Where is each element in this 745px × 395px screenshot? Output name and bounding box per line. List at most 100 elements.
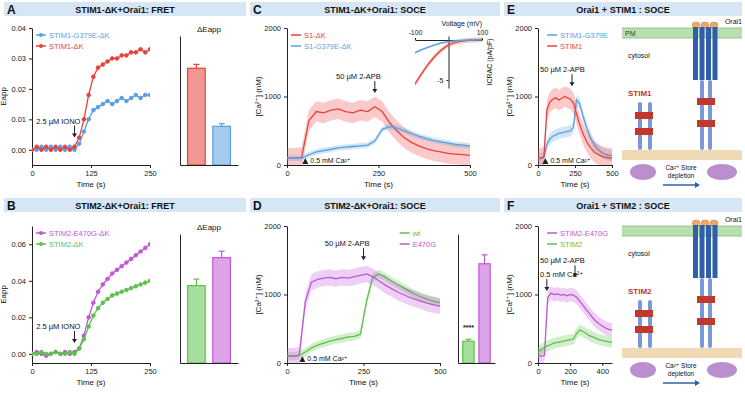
x-tick-label: 200 [564, 367, 577, 376]
annotation-arrowhead [372, 89, 377, 93]
series-line [32, 95, 150, 150]
stim-coil [700, 80, 704, 150]
x-tick: 500 [464, 165, 477, 178]
annotation-arrowhead [544, 287, 549, 291]
x-tick-label: 100 [477, 29, 489, 36]
data-point [143, 93, 147, 97]
x-tick: 125 [85, 165, 98, 178]
x-tick-label: 250 [144, 367, 157, 376]
series-line [32, 49, 150, 149]
y-tick: 0.02 [11, 313, 32, 322]
data-point [106, 99, 110, 103]
error-band [415, 37, 482, 86]
y-tick-mark [29, 119, 32, 120]
error-bar-cap [482, 254, 488, 255]
x-tick-label: 125 [85, 169, 98, 178]
annotation-marker [299, 356, 305, 362]
data-point [59, 352, 63, 356]
membrane-edge [622, 28, 742, 29]
x-axis: 0250500 [536, 165, 618, 178]
panel-letter: E [507, 3, 515, 17]
data-point [77, 347, 81, 351]
data-point [115, 268, 119, 272]
plot-area [538, 286, 612, 363]
legend-swatch [547, 45, 557, 47]
x-axis-title: Voltage (mV) [442, 20, 482, 28]
arrow-label: depletion [668, 172, 695, 180]
data-point [101, 63, 105, 67]
data-point [129, 286, 133, 290]
er-luminal-domain [630, 164, 656, 180]
y-tick-label: 2000 [515, 222, 532, 231]
x-tick-label: 0 [30, 169, 34, 178]
annotation-arrowhead [72, 339, 77, 343]
x-tick-label: 0 [285, 169, 289, 178]
stim-coil [708, 278, 712, 348]
legend-label: STIM2-ΔK [49, 240, 84, 249]
er-luminal-domain [630, 362, 656, 378]
y-tick-mark [29, 150, 32, 151]
legend-swatch [400, 232, 410, 234]
arrow-label: Ca²⁺ Store [665, 362, 697, 369]
error-bar-cap [465, 339, 471, 340]
data-point [115, 99, 119, 103]
error-band [287, 266, 440, 363]
data-point [92, 108, 96, 112]
data-point [63, 352, 67, 356]
membrane-edge [622, 236, 742, 237]
data-point [59, 352, 63, 356]
x-tick-label: 250 [358, 367, 371, 376]
series-line [287, 127, 470, 159]
x-tick: 0 [536, 363, 540, 376]
plot-area [32, 48, 150, 152]
x-tick: 250 [569, 165, 582, 178]
stim-coil [648, 102, 652, 150]
channel-label: Orai1 [725, 18, 742, 25]
y-tick-label: 0.01 [11, 115, 26, 124]
data-point [92, 314, 96, 318]
y-tick: 0.01 [11, 115, 32, 124]
data-point [134, 284, 138, 288]
y-axis-title: [Ca²⁺] (nM) [254, 76, 263, 117]
legend-swatch [291, 34, 301, 36]
y-tick: 1000 [515, 290, 538, 299]
annotation-arrowhead [570, 82, 575, 86]
error-band [538, 86, 612, 165]
data-point [106, 60, 110, 64]
channel-subunit [700, 225, 705, 278]
error-bar-cap [193, 64, 199, 65]
series-line [415, 40, 482, 84]
x-axis: 0125250 [30, 165, 156, 178]
annotation-arrow [546, 279, 547, 288]
x-tick-label: 125 [85, 367, 98, 376]
series-line [415, 40, 482, 53]
y-tick-label: 1000 [515, 92, 532, 101]
membrane-edge [622, 38, 742, 39]
y-tick-label: 1000 [515, 290, 532, 299]
protein-label: STIM1 [628, 89, 652, 98]
data-point [87, 93, 91, 97]
bar [188, 68, 206, 165]
data-point [148, 48, 150, 52]
x-tick-label: 0 [536, 169, 540, 178]
legend-label: S1-G379E-ΔK [304, 42, 352, 51]
error-bar-cap [219, 251, 225, 252]
y-tick: 2000 [515, 222, 538, 231]
y-tick: 0.00 [11, 146, 32, 155]
x-tick-mark [91, 363, 92, 366]
x-tick-mark [570, 363, 571, 366]
y-tick-mark [29, 317, 32, 318]
y-tick-mark [284, 295, 287, 296]
x-tick: 0 [30, 165, 34, 178]
panel-title: STIM2-ΔK+Orai1: FRET [75, 201, 175, 211]
y-axis [180, 37, 181, 166]
data-point [54, 350, 58, 354]
data-point [110, 57, 114, 61]
y-tick-label: 0.00 [11, 350, 26, 359]
annotation: 50 µM 2-APB [325, 239, 370, 248]
data-point [110, 294, 114, 298]
data-point [120, 264, 124, 268]
annotation-arrowhead [361, 256, 366, 260]
series-line [538, 330, 612, 353]
channel-subunit [693, 225, 698, 278]
